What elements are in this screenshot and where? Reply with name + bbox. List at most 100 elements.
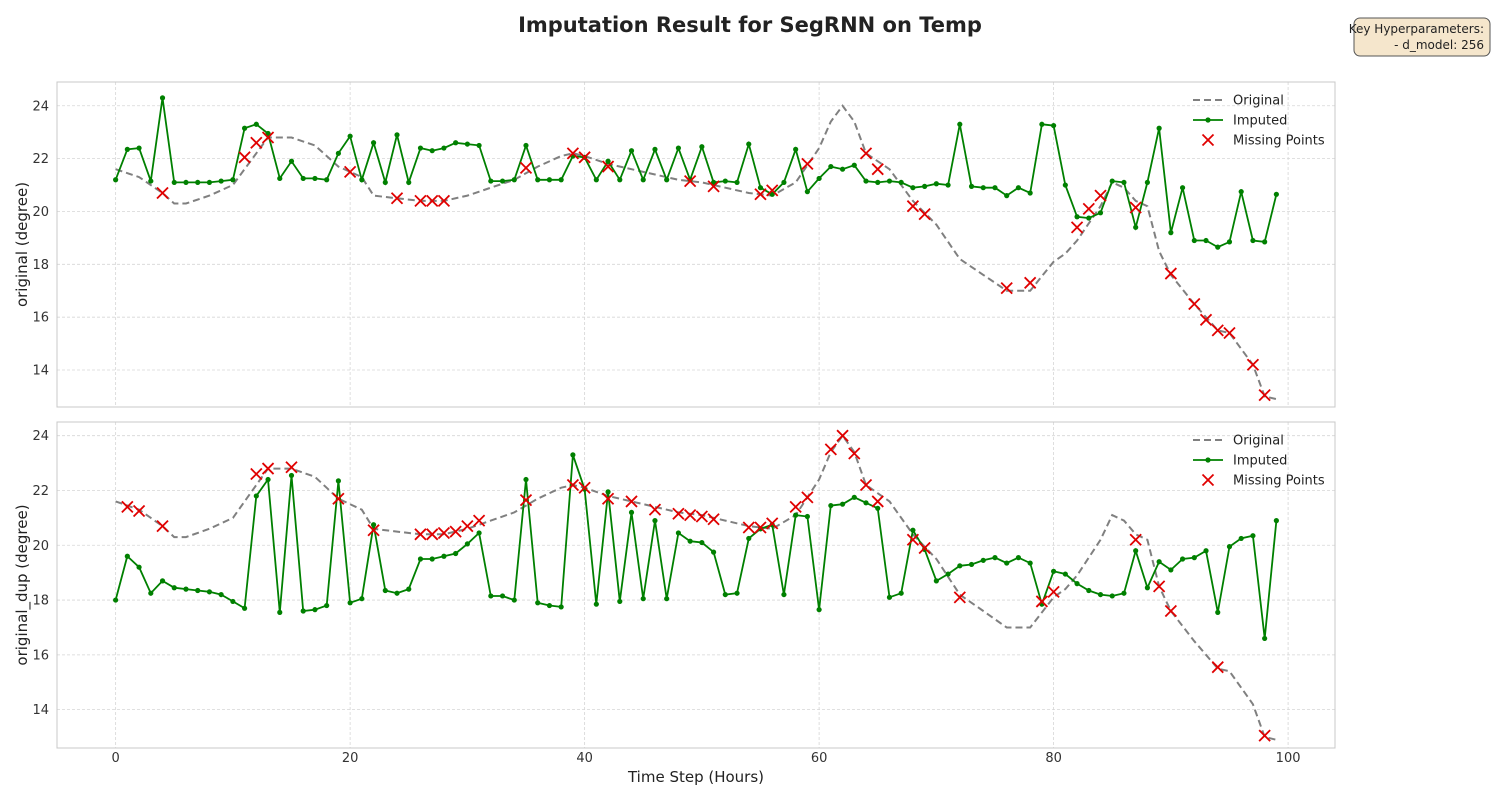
imputed-point bbox=[429, 556, 435, 562]
missing-point-stroke bbox=[238, 151, 251, 164]
imputed-point bbox=[382, 179, 388, 186]
legend-label: Original bbox=[1233, 94, 1284, 109]
imputed-point bbox=[464, 541, 470, 547]
missing-point-marker bbox=[1000, 281, 1013, 295]
missing-point-marker bbox=[437, 194, 451, 208]
missing-point-stroke bbox=[801, 491, 814, 504]
imputed-point bbox=[417, 556, 424, 562]
missing-point-stroke bbox=[1082, 202, 1095, 215]
missing-point-stroke bbox=[1024, 276, 1037, 289]
missing-point-marker bbox=[906, 200, 920, 213]
imputed-point bbox=[1168, 230, 1174, 236]
imputed-point bbox=[288, 158, 295, 164]
missing-point-marker bbox=[578, 481, 591, 494]
missing-point-stroke bbox=[707, 180, 720, 193]
missing-point-marker bbox=[871, 495, 884, 508]
legend-label: Missing Points bbox=[1233, 134, 1325, 149]
missing-point-marker bbox=[261, 131, 275, 144]
imputed-point bbox=[1156, 125, 1162, 131]
imputed-point bbox=[1262, 635, 1268, 642]
missing-point-stroke bbox=[672, 507, 685, 520]
imputed-point bbox=[558, 177, 564, 183]
missing-point-marker bbox=[601, 492, 615, 505]
missing-point-marker bbox=[390, 192, 404, 205]
missing-point-marker bbox=[1258, 729, 1271, 742]
imputed-point bbox=[664, 177, 670, 183]
missing-point-stroke bbox=[332, 492, 345, 505]
missing-point-stroke bbox=[766, 184, 779, 197]
imputed-point bbox=[722, 591, 728, 598]
missing-point-stroke bbox=[1258, 388, 1271, 402]
missing-point-stroke bbox=[918, 207, 931, 221]
imputed-point bbox=[570, 452, 576, 458]
missing-point-stroke bbox=[1164, 267, 1177, 280]
y-tick-label: 14 bbox=[32, 703, 49, 718]
missing-point-stroke bbox=[390, 192, 404, 205]
missing-point-stroke bbox=[132, 504, 146, 518]
missing-point-stroke bbox=[906, 200, 920, 213]
imputed-point bbox=[605, 489, 611, 495]
missing-point-stroke bbox=[836, 429, 849, 442]
missing-point-stroke bbox=[519, 161, 533, 175]
missing-point-marker bbox=[238, 151, 251, 164]
imputed-point bbox=[781, 179, 787, 186]
imputed-point bbox=[1074, 581, 1080, 587]
imputed-point bbox=[300, 175, 306, 182]
imputed-point bbox=[324, 602, 330, 609]
legend-missing-swatch bbox=[1201, 473, 1215, 487]
missing-point-stroke bbox=[789, 500, 802, 514]
imputed-point bbox=[957, 121, 963, 127]
missing-point-marker bbox=[1211, 324, 1224, 337]
imputed-point bbox=[640, 596, 646, 602]
imputed-point bbox=[406, 179, 412, 186]
y-tick-label: 16 bbox=[32, 648, 49, 663]
missing-point-stroke bbox=[625, 495, 638, 508]
imputed-point bbox=[863, 178, 869, 184]
imputed-point bbox=[769, 191, 775, 197]
plot-background bbox=[57, 82, 1335, 407]
x-tick-label: 0 bbox=[111, 751, 119, 766]
imputed-point bbox=[183, 179, 189, 186]
imputed-point bbox=[1226, 544, 1233, 550]
imputed-point bbox=[1121, 179, 1127, 186]
missing-point-marker bbox=[1129, 533, 1142, 546]
x-axis-label: Time Step (Hours) bbox=[627, 768, 764, 786]
imputed-point bbox=[933, 181, 939, 187]
imputed-point bbox=[1179, 556, 1186, 562]
missing-point-marker bbox=[472, 514, 486, 527]
imputed-point bbox=[300, 608, 306, 614]
missing-point-marker bbox=[414, 194, 427, 208]
imputed-point bbox=[628, 509, 635, 516]
imputed-point bbox=[1015, 555, 1022, 561]
imputed-point bbox=[886, 594, 893, 600]
missing-point-stroke bbox=[824, 443, 837, 456]
imputed-point bbox=[839, 501, 846, 507]
missing-point-marker bbox=[1070, 221, 1084, 234]
imputed-point bbox=[1203, 548, 1209, 554]
imputed-point bbox=[781, 591, 787, 598]
legend-missing-swatch bbox=[1201, 133, 1215, 147]
imputed-point bbox=[124, 146, 130, 152]
imputed-point bbox=[195, 179, 201, 186]
missing-point-stroke bbox=[156, 186, 169, 200]
imputed-point bbox=[476, 142, 482, 149]
imputed-point bbox=[1121, 590, 1127, 596]
legend: Original Imputed Missing Points bbox=[1193, 434, 1325, 489]
imputed-point bbox=[1168, 567, 1174, 573]
missing-point-marker bbox=[1094, 189, 1107, 202]
imputed-point bbox=[429, 148, 435, 154]
missing-point-stroke bbox=[461, 519, 474, 533]
imputed-point bbox=[922, 183, 928, 189]
imputed-point bbox=[1004, 193, 1010, 199]
missing-point-stroke bbox=[871, 163, 884, 176]
missing-point-stroke bbox=[1129, 201, 1142, 214]
imputed-point bbox=[1004, 560, 1010, 566]
imputed-point bbox=[605, 158, 611, 164]
imputed-point bbox=[535, 600, 541, 606]
imputed-point bbox=[394, 132, 400, 138]
x-tick-label: 100 bbox=[1276, 751, 1301, 766]
missing-point-stroke bbox=[871, 495, 884, 508]
imputed-point bbox=[1133, 224, 1139, 230]
missing-point-stroke bbox=[261, 131, 275, 144]
original-series-line bbox=[115, 104, 1277, 401]
